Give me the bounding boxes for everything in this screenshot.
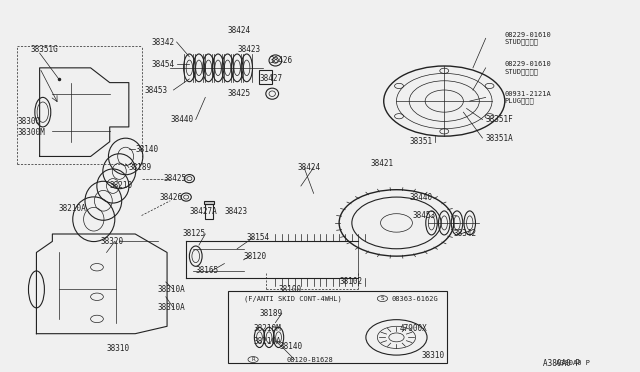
Text: 38210A: 38210A <box>253 337 281 346</box>
Bar <box>205 205 213 219</box>
Text: 38351A: 38351A <box>486 134 513 142</box>
Text: 38100: 38100 <box>278 285 301 294</box>
Text: 38125: 38125 <box>183 230 206 238</box>
Text: 38342: 38342 <box>151 38 174 46</box>
Text: 38453: 38453 <box>145 86 168 94</box>
Text: 38440: 38440 <box>409 193 433 202</box>
Text: 38427A: 38427A <box>189 207 217 217</box>
Text: 38154: 38154 <box>246 233 270 242</box>
Text: 38351: 38351 <box>409 137 433 146</box>
Text: 38425: 38425 <box>228 89 251 98</box>
Text: S: S <box>381 296 384 301</box>
Text: 38210: 38210 <box>109 182 133 190</box>
Text: 38424: 38424 <box>298 163 321 172</box>
Text: 38165: 38165 <box>196 266 219 275</box>
Text: 47900X: 47900X <box>399 324 428 333</box>
Bar <box>228 291 447 363</box>
Bar <box>204 201 214 205</box>
Text: 38102: 38102 <box>339 278 362 286</box>
Text: 38351F: 38351F <box>486 115 513 124</box>
Text: 38310A: 38310A <box>157 303 185 312</box>
Text: 08363-6162G: 08363-6162G <box>392 296 438 302</box>
Text: 38454: 38454 <box>151 60 174 69</box>
Text: 38426: 38426 <box>159 193 182 202</box>
Text: 38425: 38425 <box>164 174 187 183</box>
Text: 38440: 38440 <box>170 115 193 124</box>
Text: 38140: 38140 <box>135 145 158 154</box>
Text: 38423: 38423 <box>225 207 248 217</box>
Bar <box>259 70 272 84</box>
Text: 38351G: 38351G <box>30 45 58 54</box>
Text: 08229-01610
STUDスタッド: 08229-01610 STUDスタッド <box>505 32 552 45</box>
Text: 38300
38300M: 38300 38300M <box>17 117 45 137</box>
Text: 38210A: 38210A <box>59 203 86 213</box>
Text: 38120: 38120 <box>244 251 267 261</box>
Text: 00931-2121A
PLUGプラグ: 00931-2121A PLUGプラグ <box>505 90 552 104</box>
Text: 38140: 38140 <box>280 342 303 351</box>
Text: A380A0 P: A380A0 P <box>543 359 580 368</box>
Text: R: R <box>252 357 255 362</box>
Text: 38310A: 38310A <box>157 285 185 294</box>
Text: 38310: 38310 <box>106 344 130 353</box>
Text: 38426: 38426 <box>269 56 292 65</box>
Text: 08120-B1628: 08120-B1628 <box>286 356 333 363</box>
Text: 38320: 38320 <box>100 237 124 246</box>
Text: 08229-01610
STUDスタッド: 08229-01610 STUDスタッド <box>505 61 552 75</box>
Text: 38423: 38423 <box>237 45 260 54</box>
Text: 38189: 38189 <box>259 309 283 318</box>
Text: 38210M: 38210M <box>253 324 281 333</box>
Text: A380A0 P: A380A0 P <box>556 360 590 366</box>
Text: 38421: 38421 <box>371 159 394 169</box>
Text: 38424: 38424 <box>228 26 251 35</box>
Text: 38310: 38310 <box>422 351 445 360</box>
Text: 38342: 38342 <box>454 230 477 238</box>
Text: 38453: 38453 <box>412 211 436 220</box>
Text: 38427: 38427 <box>259 74 283 83</box>
Text: 38189: 38189 <box>129 163 152 172</box>
Text: (F/ANTI SKID CONT-4WHL): (F/ANTI SKID CONT-4WHL) <box>244 295 341 302</box>
